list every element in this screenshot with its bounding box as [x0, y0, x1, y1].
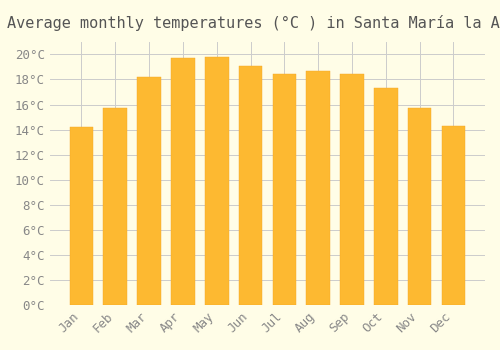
Bar: [442, 126, 465, 305]
Bar: [138, 77, 161, 305]
Bar: [340, 75, 364, 305]
Title: Average monthly temperatures (°C ) in Santa María la Alta: Average monthly temperatures (°C ) in Sa…: [8, 15, 500, 31]
Bar: [238, 66, 262, 305]
Bar: [205, 57, 229, 305]
Bar: [374, 88, 398, 305]
Bar: [306, 71, 330, 305]
Bar: [104, 108, 127, 305]
Bar: [272, 75, 296, 305]
Bar: [408, 108, 432, 305]
Bar: [70, 127, 94, 305]
Bar: [171, 58, 194, 305]
